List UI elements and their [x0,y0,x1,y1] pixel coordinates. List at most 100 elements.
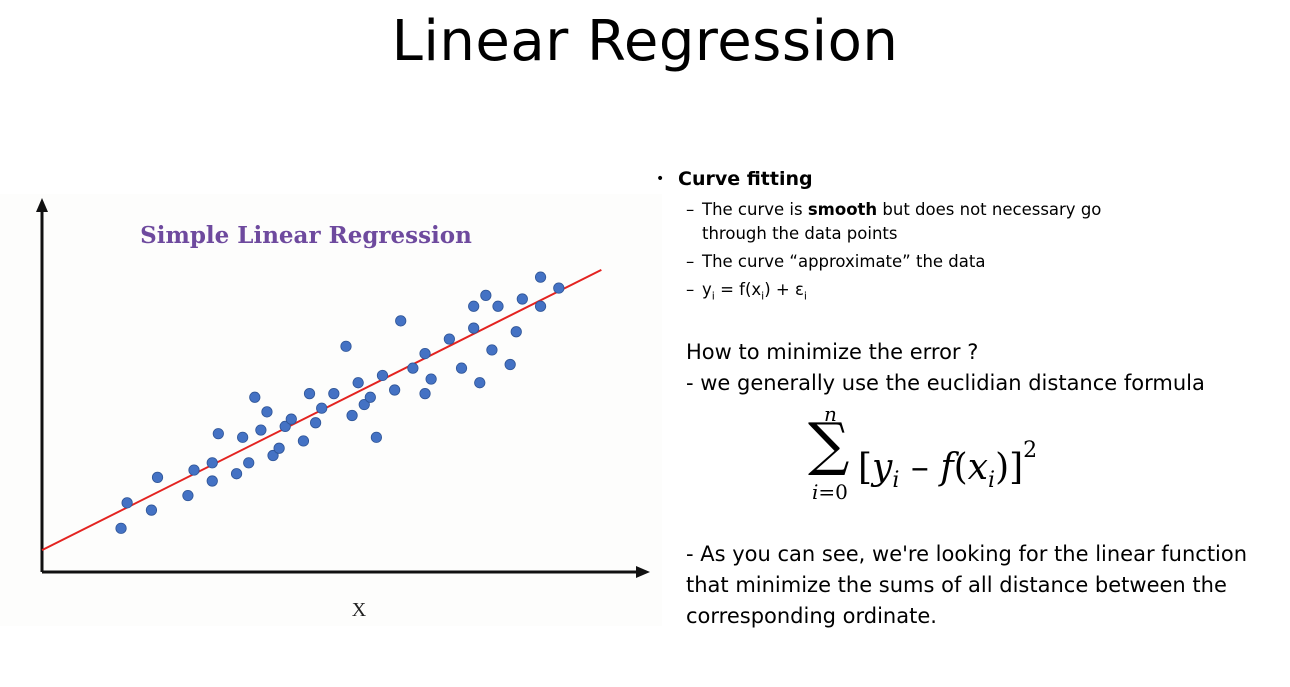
f-func: f [940,447,954,488]
bracket-open: [ [858,447,873,488]
f-minus: – [899,447,941,488]
lower-rest: =0 [818,480,848,504]
data-point-18 [279,420,291,432]
data-point-36 [419,348,431,360]
data-point-28 [358,398,370,411]
data-point-20 [297,435,310,447]
data-point-48 [516,293,528,305]
data-point-47 [510,326,522,338]
x-axis-label: X [352,599,367,621]
dash-icon: – [686,252,695,271]
dash-icon: – [686,200,695,219]
data-point-3 [145,504,158,516]
data-point-34 [407,362,419,374]
explain-block-1: How to minimize the error ? - we general… [686,337,1266,399]
sum-body: [yi – f(xi)]2 [858,426,1037,506]
data-point-10 [230,468,243,480]
data-point-6 [188,464,200,476]
sum-lower-limit: i=0 [812,480,848,504]
data-point-2 [121,497,133,509]
eq-sub-i3: i [803,289,807,303]
data-point-44 [486,344,498,356]
explain-line-2: - we generally use the euclidian distanc… [686,371,1205,395]
data-point-16 [267,449,279,462]
eq-end: ) + ε [764,280,804,299]
data-point-33 [395,315,407,327]
data-point-38 [443,333,455,345]
explain-line-3: - As you can see, we're looking for the … [686,542,1248,566]
explain-block-2: - As you can see, we're looking for the … [686,539,1266,632]
data-point-40 [468,322,480,334]
data-point-30 [370,431,382,443]
data-point-1 [115,522,127,534]
regression-figure: Simple Linear Regression X [0,194,662,626]
data-point-5 [182,489,194,502]
bracket-close: ] [1009,447,1024,488]
data-point-8 [206,457,218,469]
data-point-22 [309,417,322,429]
sigma-icon: ∑ [808,410,850,478]
chart-title: Simple Linear Regression [140,222,472,249]
sub1-post: but does not necessary go [877,200,1102,219]
x-axis [42,566,650,578]
data-point-14 [255,424,267,436]
data-point-41 [468,300,480,312]
data-point-13 [249,391,261,403]
sub2-text: The curve “approximate” the data [702,252,986,271]
eq-sub-i2: i [761,289,765,303]
data-points [115,271,565,534]
f-power: 2 [1023,438,1038,463]
f-x: x [967,447,989,488]
data-point-26 [346,409,358,422]
f-y: y [872,447,893,488]
data-point-19 [285,413,297,425]
data-point-29 [364,391,376,403]
data-point-7 [206,475,218,487]
data-point-45 [492,300,504,312]
bullet-dot-icon: • [656,171,665,187]
eq-y: y [702,280,712,299]
sub-bullet-smooth: – The curve is smooth but does not necess… [686,198,1256,246]
data-point-15 [261,406,273,418]
data-point-12 [243,457,255,469]
f-paren-open: ( [953,447,968,488]
data-point-25 [340,340,352,352]
sub1-cont: through the data points [702,224,898,243]
data-point-35 [419,388,431,400]
sum-upper-limit: n [824,402,837,426]
data-point-31 [376,369,389,382]
bullet-curve-fitting: • Curve fitting [656,164,1256,194]
y-axis [36,198,48,572]
f-sub-i-2: i [988,468,996,494]
sub-bullet-approximate: – The curve “approximate” the data [686,250,1256,274]
data-point-11 [237,431,249,443]
explain-line-4: that minimize the sums of all distance b… [686,573,1227,597]
data-point-21 [303,388,316,400]
eq-mid: = f(x [714,280,762,299]
f-sub-i: i [892,468,900,494]
eq-sub-i1: i [711,289,715,303]
sum-squared-error-formula: n ∑ i=0 [yi – f(xi)]2 [800,392,1120,512]
sub1-bold: smooth [807,200,878,219]
data-point-4 [151,471,164,483]
data-point-39 [455,362,468,374]
data-point-23 [316,402,328,414]
data-point-42 [474,377,486,389]
bullet-list: • Curve fitting – The curve is smooth but… [656,164,1256,308]
sub1-pre: The curve is [702,200,808,219]
data-point-50 [534,300,547,312]
explain-line-1: How to minimize the error ? [686,340,979,364]
data-point-27 [352,377,364,389]
data-point-24 [328,388,340,400]
bullet-main-text: Curve fitting [678,168,813,190]
data-point-51 [553,282,565,294]
lower-var: i [812,480,819,504]
data-point-9 [212,428,224,440]
data-point-49 [534,271,547,283]
data-point-32 [389,384,401,396]
data-point-43 [480,289,492,301]
explain-line-5: corresponding ordinate. [686,604,937,628]
data-point-46 [504,358,516,371]
slide-title: Linear Regression [391,9,899,74]
scatter-chart: Simple Linear Regression X [36,198,650,621]
